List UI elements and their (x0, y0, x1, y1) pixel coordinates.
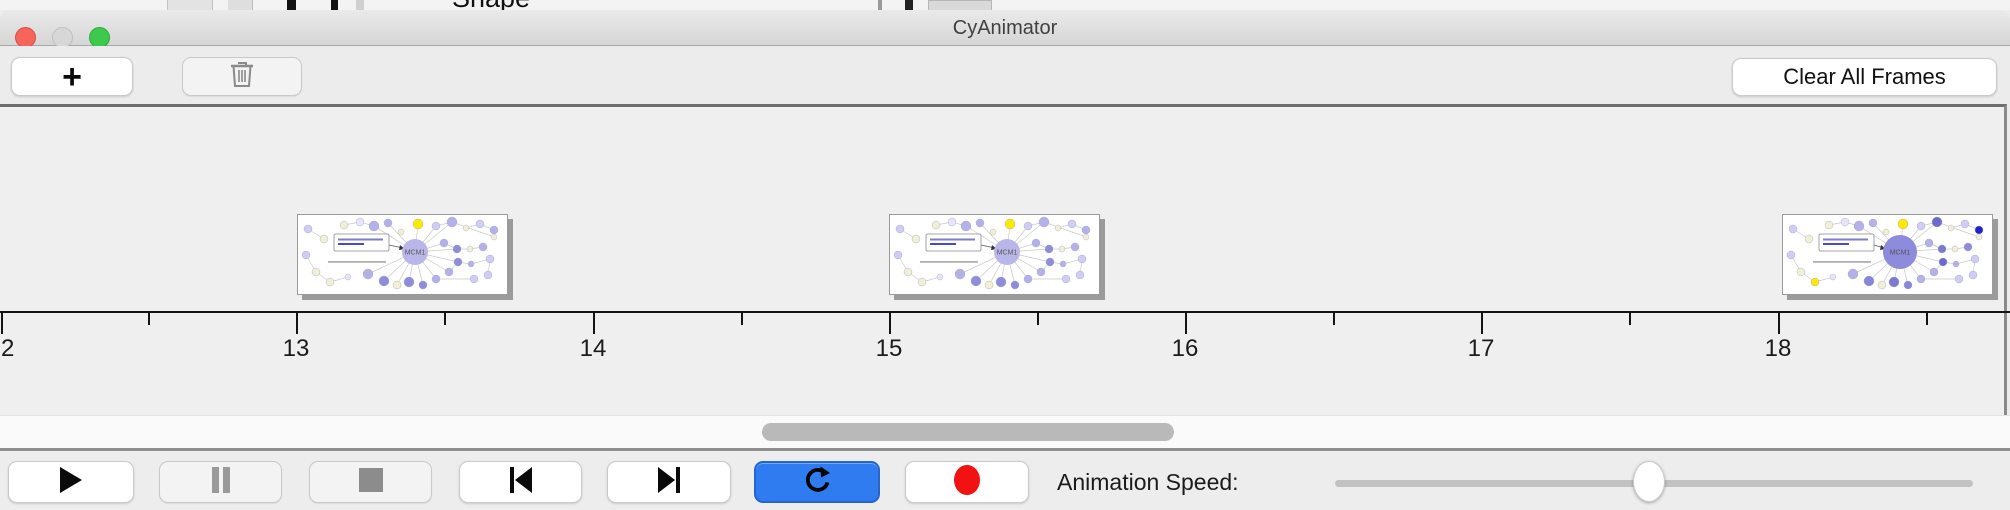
background-window-fragment (228, 0, 253, 10)
background-window-fragment (356, 0, 364, 10)
timeline-ruler-line (0, 311, 2010, 313)
ruler-tick-label: 2 (1, 335, 15, 362)
ruler-minor-tick (1037, 313, 1039, 325)
network-graph-thumbnail: MCM1 (301, 216, 499, 290)
background-window-fragment (928, 0, 992, 11)
svg-text:MCM1: MCM1 (997, 250, 1018, 257)
ruler-minor-tick (1926, 313, 1928, 325)
play-button[interactable] (8, 461, 134, 503)
ruler-major-tick (889, 313, 891, 334)
loop-button[interactable] (754, 461, 880, 503)
pause-icon (209, 466, 233, 499)
delete-frame-button[interactable] (182, 57, 302, 96)
ruler-tick-label: 14 (579, 335, 607, 362)
record-icon (951, 463, 983, 502)
background-window-fragment (331, 0, 338, 10)
stop-button[interactable] (309, 461, 432, 503)
timeline-scrollbar-track[interactable] (0, 415, 2010, 448)
loop-icon (802, 465, 832, 500)
ruler-major-tick (1185, 313, 1187, 334)
background-window-fragment (878, 0, 882, 10)
background-window-fragment (287, 0, 296, 10)
ruler-minor-tick (1629, 313, 1631, 325)
ruler-minor-tick (741, 313, 743, 325)
ruler-major-tick (593, 313, 595, 334)
window-title: CyAnimator (952, 17, 1058, 39)
ruler-major-tick (1778, 313, 1780, 334)
ruler-tick-label: 17 (1467, 335, 1495, 362)
frame-thumbnail[interactable]: MCM1 (889, 214, 1100, 295)
ruler-minor-tick (1333, 313, 1335, 325)
ruler-major-tick (1481, 313, 1483, 334)
playback-toolbar: Animation Speed: (0, 451, 2010, 510)
clear-all-frames-button[interactable]: Clear All Frames (1732, 58, 1997, 96)
svg-text:MCM1: MCM1 (405, 250, 426, 257)
animation-speed-slider-thumb[interactable] (1632, 461, 1665, 502)
frame-toolbar: + Clear All Frames (0, 46, 2010, 104)
stop-icon (358, 467, 383, 497)
animation-speed-label: Animation Speed: (1057, 469, 1239, 495)
ruler-major-tick (296, 313, 298, 334)
background-window-fragment (167, 0, 213, 10)
timeline-scrollbar-thumb[interactable] (761, 423, 1174, 441)
skip-to-end-button[interactable] (607, 461, 731, 503)
ruler-tick-label: 15 (875, 335, 903, 362)
background-window-clipped-text: Shape (452, 0, 562, 10)
toolbar-separator (0, 448, 2010, 451)
skip-to-start-button[interactable] (459, 461, 582, 503)
add-frame-button[interactable]: + (11, 57, 133, 96)
trash-icon (229, 59, 255, 94)
background-window-strip: Shape (0, 0, 2010, 11)
frame-thumbnail[interactable]: MCM1 (1782, 214, 1993, 295)
timeline-ruler: 2 13 14 15 16 17 18 (0, 313, 2010, 363)
background-window-fragment (905, 0, 913, 10)
frame-thumbnail[interactable]: MCM1 (297, 214, 508, 295)
titlebar: CyAnimator (0, 10, 2010, 48)
ruler-major-tick (1, 313, 3, 334)
ruler-minor-tick (444, 313, 446, 325)
pause-button[interactable] (159, 461, 282, 503)
skip-to-start-icon (506, 466, 536, 499)
ruler-tick-label: 13 (282, 335, 310, 362)
skip-to-end-icon (654, 466, 684, 499)
play-icon (59, 466, 83, 499)
ruler-tick-label: 16 (1171, 335, 1199, 362)
svg-text:MCM1: MCM1 (1890, 250, 1911, 257)
ruler-minor-tick (148, 313, 150, 325)
ruler-tick-label: 18 (1764, 335, 1792, 362)
network-graph-thumbnail: MCM1 (1786, 216, 1984, 290)
plus-icon: + (62, 57, 82, 96)
network-graph-thumbnail: MCM1 (893, 216, 1091, 290)
record-button[interactable] (905, 461, 1029, 503)
